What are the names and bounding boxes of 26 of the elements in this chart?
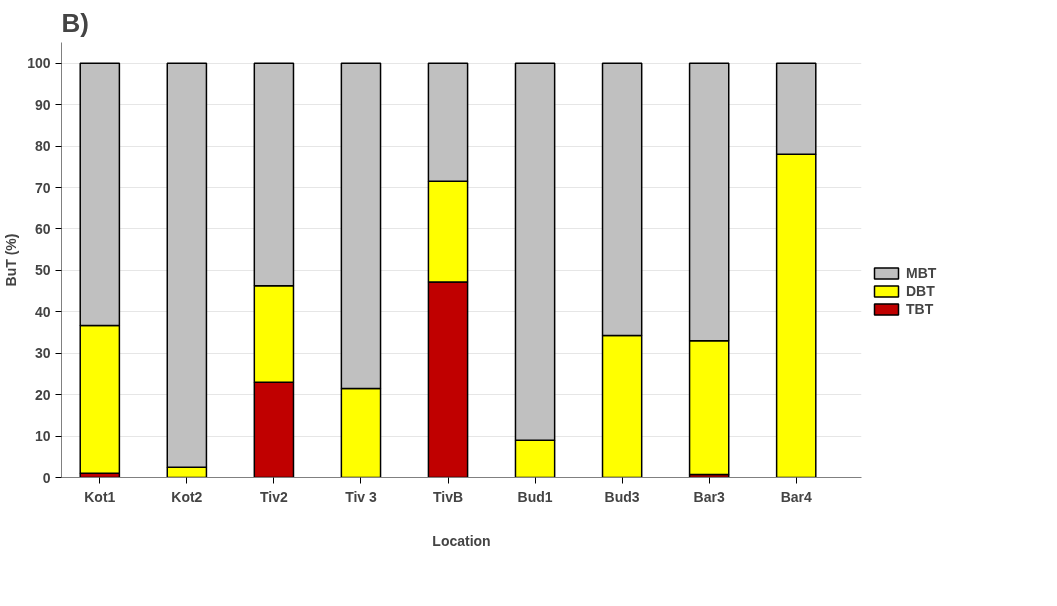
y-tick-label: 30 (34, 345, 51, 362)
x-tick-label: Bud1 (517, 488, 553, 505)
x-tick-label: Tiv 3 (345, 488, 377, 505)
y-axis-title: BuT (%) (3, 233, 20, 287)
y-tick-label: 50 (34, 262, 51, 279)
y-tick-label: 100 (27, 55, 51, 72)
x-tick-label: Bud3 (604, 488, 640, 505)
y-tick-label: 20 (34, 386, 51, 403)
y-tick-label: 0 (42, 469, 51, 486)
x-tick-label: Kot2 (171, 488, 203, 505)
x-tick-label: Bar3 (693, 488, 725, 505)
x-tick-label: Kot1 (84, 488, 116, 505)
x-axis-title: Location (432, 532, 491, 549)
x-tick-label: TivB (432, 488, 464, 505)
y-tick-label: 60 (34, 220, 51, 237)
legend-label: DBT (906, 283, 935, 299)
legend-label: MBT (906, 265, 937, 281)
y-tick-label: 80 (34, 138, 51, 155)
x-tick-label: Tiv2 (260, 488, 288, 505)
y-tick-label: 70 (34, 179, 51, 196)
y-tick-label: 90 (34, 96, 51, 113)
x-tick-label: Bar4 (780, 488, 812, 505)
y-tick-label: 40 (34, 303, 51, 320)
legend-label: TBT (906, 301, 934, 317)
y-tick-label: 10 (34, 428, 51, 445)
chart-title: B) (61, 7, 89, 38)
